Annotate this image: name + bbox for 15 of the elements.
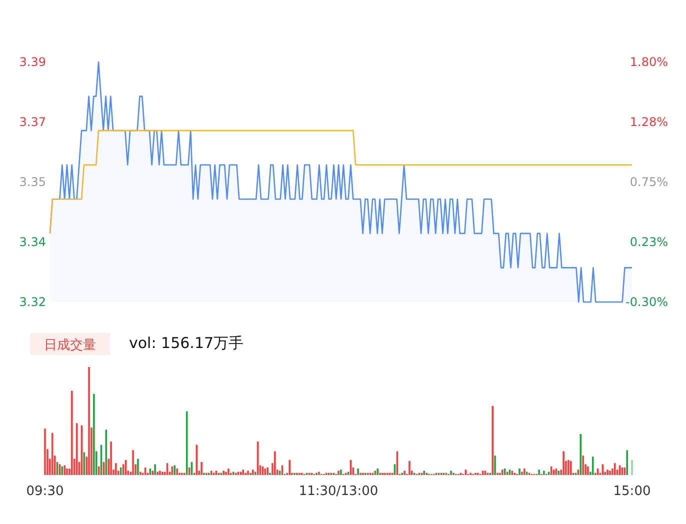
y2-tick-label: 0.75%	[630, 175, 668, 189]
y2-tick-label: 1.80%	[630, 55, 668, 69]
y2-tick-label: 0.23%	[630, 235, 668, 249]
y-tick-label: 3.37	[19, 115, 46, 129]
y2-tick-label: 1.28%	[630, 115, 668, 129]
y-tick-label: 3.34	[19, 235, 46, 249]
y-tick-label: 3.32	[19, 295, 46, 309]
y2-tick-label: -0.30%	[626, 295, 668, 309]
x-tick-label: 11:30/13:00	[298, 484, 378, 499]
text: vol: 156.17万手	[129, 334, 244, 352]
y-tick-label: 3.35	[19, 175, 46, 189]
x-tick-label: 09:30	[26, 484, 64, 499]
annotation-tab: 日成交量	[30, 333, 110, 355]
x-tick-label: 15:00	[613, 484, 651, 499]
y-tick-label: 3.39	[19, 55, 46, 69]
